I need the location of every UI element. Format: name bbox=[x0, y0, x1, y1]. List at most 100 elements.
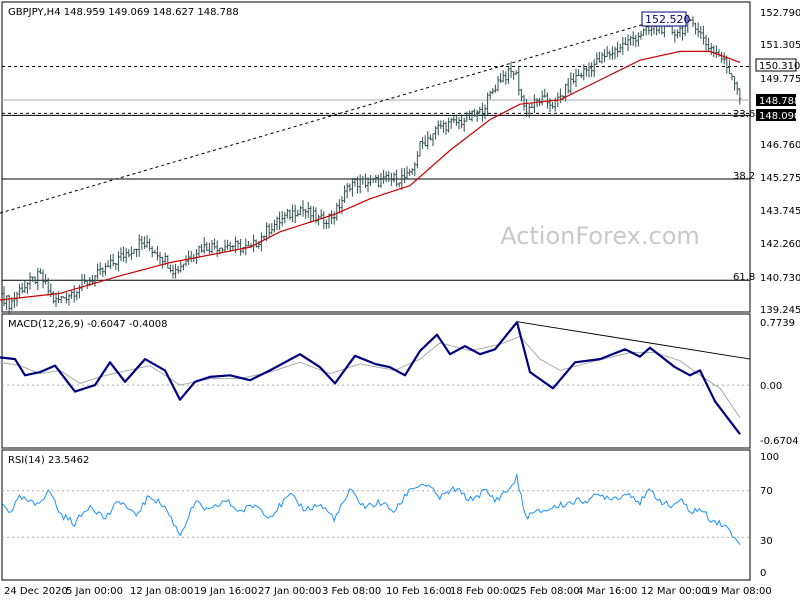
price-bar bbox=[551, 101, 554, 109]
price-bar bbox=[75, 290, 79, 301]
price-bar bbox=[728, 60, 731, 75]
price-bar bbox=[390, 172, 393, 186]
price-bar bbox=[410, 168, 414, 175]
fib-label: 61.8 bbox=[733, 272, 755, 283]
price-bar bbox=[374, 174, 378, 183]
price-bar bbox=[572, 73, 575, 85]
price-bar bbox=[496, 76, 500, 92]
price-bar bbox=[18, 283, 21, 298]
price-bar bbox=[600, 52, 604, 64]
price-bar bbox=[624, 37, 627, 46]
price-bar bbox=[330, 210, 333, 225]
price-bar bbox=[408, 169, 411, 176]
price-bar bbox=[371, 177, 375, 183]
price-tick: 151.305 bbox=[760, 40, 800, 51]
price-bar bbox=[169, 264, 172, 273]
price-bar bbox=[540, 90, 544, 106]
price-bar bbox=[488, 90, 492, 100]
price-bar bbox=[618, 43, 622, 54]
price-bar bbox=[46, 277, 50, 296]
price-bar bbox=[455, 116, 458, 126]
price-bar bbox=[296, 209, 300, 217]
price-bar bbox=[595, 52, 599, 65]
price-bar bbox=[707, 37, 710, 53]
price-bar bbox=[62, 296, 66, 299]
price-bar bbox=[621, 36, 625, 55]
price-bar bbox=[28, 272, 32, 290]
price-bar bbox=[631, 31, 635, 46]
price-bar bbox=[514, 70, 518, 75]
price-bar bbox=[644, 25, 648, 36]
price-bar bbox=[517, 65, 521, 96]
price-bar bbox=[98, 262, 102, 276]
price-bar bbox=[132, 248, 136, 254]
price-bar bbox=[637, 32, 640, 47]
price-bar bbox=[364, 173, 367, 188]
price-bar bbox=[486, 92, 489, 116]
macd-tick: 0.00 bbox=[760, 381, 782, 392]
price-bar bbox=[587, 62, 591, 78]
rsi-line bbox=[1, 474, 741, 546]
price-bar bbox=[309, 205, 313, 223]
price-bar bbox=[348, 183, 352, 192]
price-bar bbox=[148, 238, 151, 251]
price-bar bbox=[676, 29, 679, 39]
price-bar bbox=[475, 109, 479, 123]
price-bar bbox=[96, 263, 99, 280]
price-bar bbox=[174, 263, 177, 279]
price-bar bbox=[613, 46, 617, 60]
price-bar bbox=[137, 234, 141, 257]
price-bar bbox=[436, 120, 440, 136]
price-bar bbox=[267, 223, 271, 239]
price-bar bbox=[322, 211, 326, 229]
price-bar bbox=[605, 46, 609, 57]
price-bar bbox=[247, 241, 250, 247]
price-bar bbox=[273, 219, 276, 233]
price-bar bbox=[319, 209, 323, 220]
price-bar bbox=[23, 280, 27, 293]
price-bar bbox=[358, 174, 362, 194]
price-bar bbox=[501, 70, 505, 83]
price-tick: 143.745 bbox=[760, 206, 800, 217]
price-bar bbox=[525, 99, 528, 117]
resistance-tag-box bbox=[755, 58, 797, 72]
price-bar bbox=[738, 88, 742, 105]
price-bar bbox=[124, 248, 128, 264]
price-bar bbox=[603, 49, 606, 63]
price-bar bbox=[533, 94, 536, 114]
price-bar bbox=[689, 19, 692, 22]
price-bar bbox=[205, 242, 209, 252]
price-bar bbox=[26, 282, 29, 294]
price-bar bbox=[20, 282, 24, 294]
price-bar bbox=[345, 183, 349, 199]
price-tick: 152.790 bbox=[760, 8, 800, 19]
high-tag-box bbox=[641, 11, 687, 27]
price-bar bbox=[722, 52, 726, 65]
macd-tick: 0.7739 bbox=[760, 318, 795, 329]
price-bar bbox=[109, 254, 112, 269]
price-tick: 149.775 bbox=[760, 74, 800, 85]
price-bar bbox=[507, 66, 510, 84]
price-bar bbox=[616, 41, 619, 57]
price-bar bbox=[226, 239, 229, 250]
price-bar bbox=[397, 182, 401, 188]
x-tick: 3 Feb 08:00 bbox=[322, 586, 381, 597]
price-bar bbox=[286, 208, 289, 219]
high-tag: 152.520 bbox=[645, 13, 691, 26]
price-bar bbox=[598, 51, 601, 63]
price-header: GBPJPY,H4 148.959 149.069 148.627 148.78… bbox=[8, 7, 239, 18]
price-bar bbox=[366, 177, 370, 193]
price-bar bbox=[491, 88, 495, 95]
price-bar bbox=[478, 106, 482, 115]
price-bar bbox=[13, 292, 16, 308]
price-bar bbox=[405, 166, 409, 179]
price-bar bbox=[54, 292, 58, 308]
price-bar bbox=[733, 75, 736, 91]
price-bar bbox=[439, 120, 443, 129]
price-bar bbox=[735, 81, 739, 95]
price-bar bbox=[72, 285, 76, 303]
price-bar bbox=[301, 200, 305, 217]
price-bar bbox=[291, 204, 294, 223]
price-bar bbox=[5, 295, 8, 310]
